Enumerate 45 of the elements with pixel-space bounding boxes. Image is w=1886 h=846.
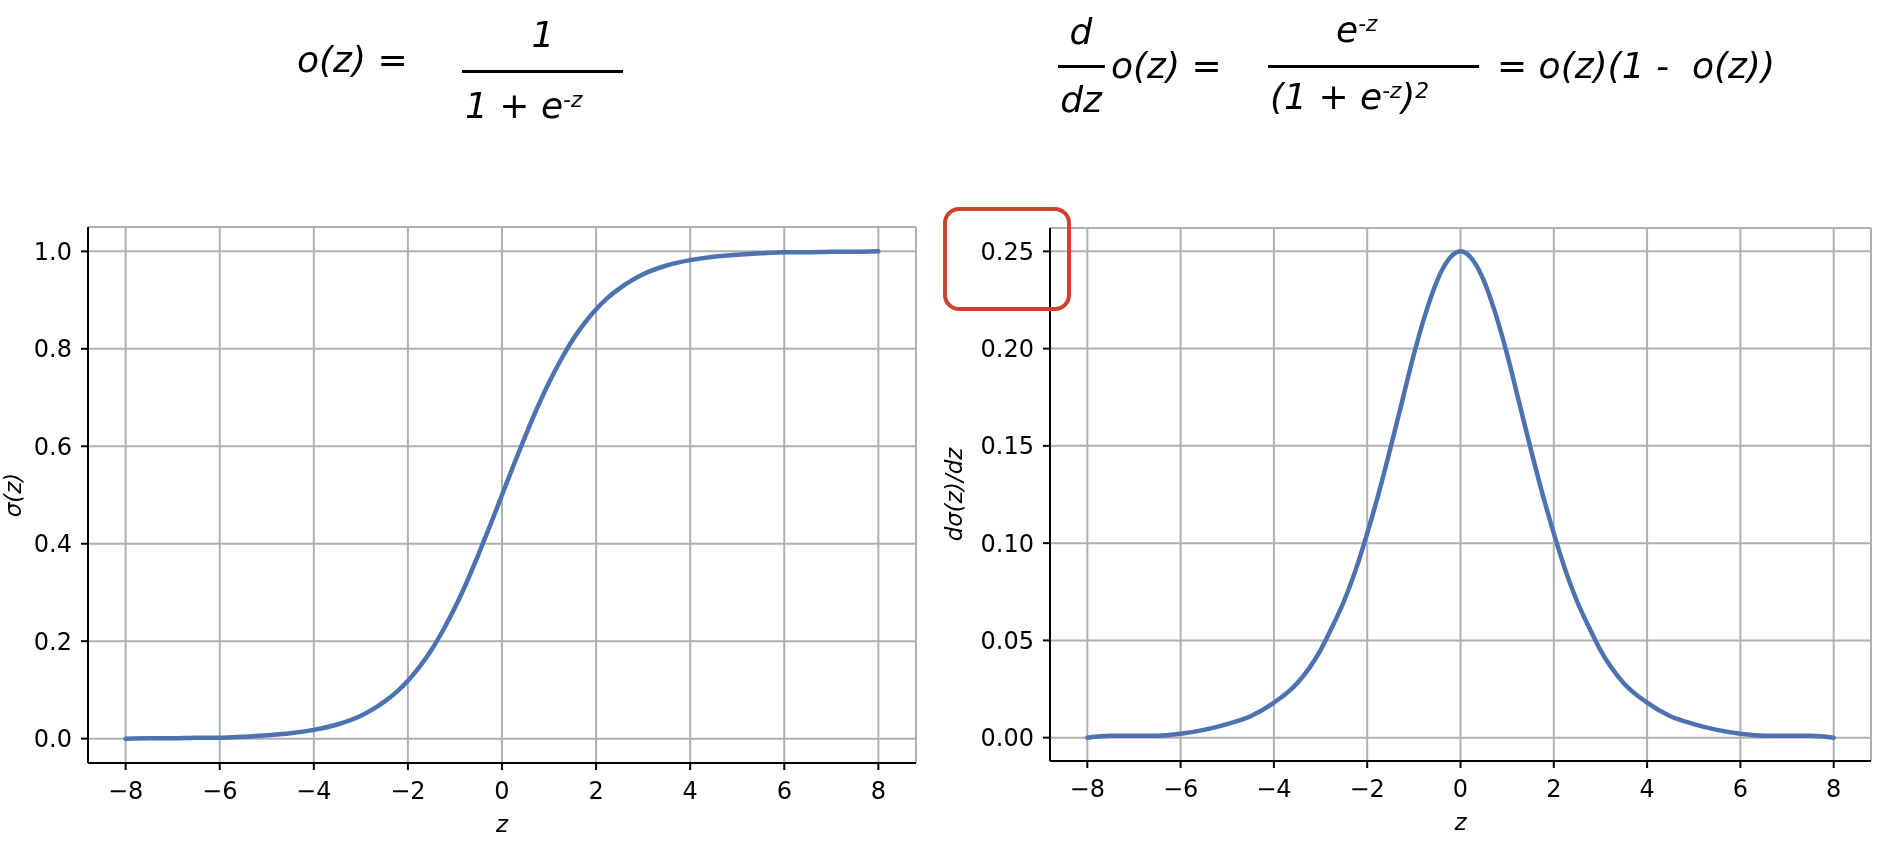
x-tick-label: −6 [202, 777, 238, 806]
text: d [1069, 10, 1093, 52]
text: 1 + e$^{-z}$ [465, 84, 583, 126]
x-tick-label: 4 [682, 777, 698, 806]
x-tick-label: −2 [1349, 775, 1385, 804]
x-tick-label: −8 [1069, 775, 1106, 804]
y-tick-label: 0.10 [980, 529, 1034, 558]
y-tick-label: 0.6 [33, 432, 72, 461]
x-tick-label: −2 [390, 777, 426, 806]
text: dz [1060, 78, 1102, 120]
y-tick-label: 0.20 [980, 335, 1034, 364]
line-series [1085, 249, 1836, 740]
x-tick-label: 8 [1826, 775, 1842, 804]
x-axis-title: z [1453, 809, 1468, 835]
x-axis-title: z [494, 811, 509, 837]
y-tick-label: 1.0 [33, 237, 72, 266]
x-tick-label: 6 [776, 777, 792, 806]
x-tick-label: 2 [588, 777, 604, 806]
x-tick-label: 8 [870, 777, 886, 806]
text: (1 + e$^{-z}$)$^{2}$ [1270, 75, 1430, 117]
line-series [123, 249, 881, 741]
y-tick-label: 0.25 [980, 237, 1034, 266]
x-tick-label: 6 [1732, 775, 1749, 804]
y-tick-label: 0.15 [980, 432, 1034, 461]
x-tick-label: −6 [1162, 775, 1199, 804]
y-tick-label: 0.0 [33, 725, 72, 754]
x-tick-label: 0 [1452, 775, 1469, 804]
x-tick-label: −8 [107, 777, 144, 806]
y-tick-label: 0.2 [33, 627, 72, 656]
text: e$^{-z}$ [1336, 8, 1378, 50]
x-tick-label: 4 [1639, 775, 1655, 804]
text: 1 [531, 13, 555, 55]
y-axis-title: σ(z) [0, 472, 27, 518]
x-tick-label: 0 [494, 777, 510, 806]
text: o(z) = [1111, 44, 1222, 86]
text: = o(z)(1 - o(z)) [1497, 44, 1775, 86]
x-tick-label: −4 [1256, 775, 1292, 804]
y-tick-label: 0.00 [980, 724, 1034, 753]
x-tick-label: −4 [296, 777, 332, 806]
y-tick-label: 0.05 [980, 626, 1034, 655]
y-axis-title: dσ(z)/dz [941, 446, 968, 542]
y-tick-label: 0.8 [33, 335, 72, 364]
text: o(z) = [297, 38, 408, 80]
x-tick-label: 2 [1546, 775, 1562, 804]
y-tick-label: 0.4 [33, 530, 72, 559]
